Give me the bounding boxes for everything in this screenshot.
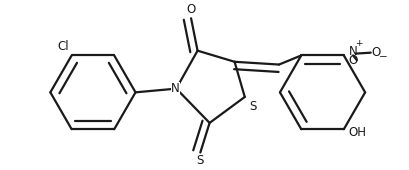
Text: N: N	[348, 45, 357, 58]
Text: O: O	[348, 54, 358, 67]
Text: +: +	[355, 39, 362, 48]
Text: N: N	[171, 82, 180, 95]
Text: S: S	[197, 154, 204, 167]
Text: −: −	[379, 52, 388, 62]
Text: O: O	[372, 46, 381, 59]
Text: O: O	[187, 3, 196, 16]
Text: Cl: Cl	[57, 40, 69, 53]
Text: S: S	[249, 100, 257, 113]
Text: OH: OH	[348, 126, 366, 139]
